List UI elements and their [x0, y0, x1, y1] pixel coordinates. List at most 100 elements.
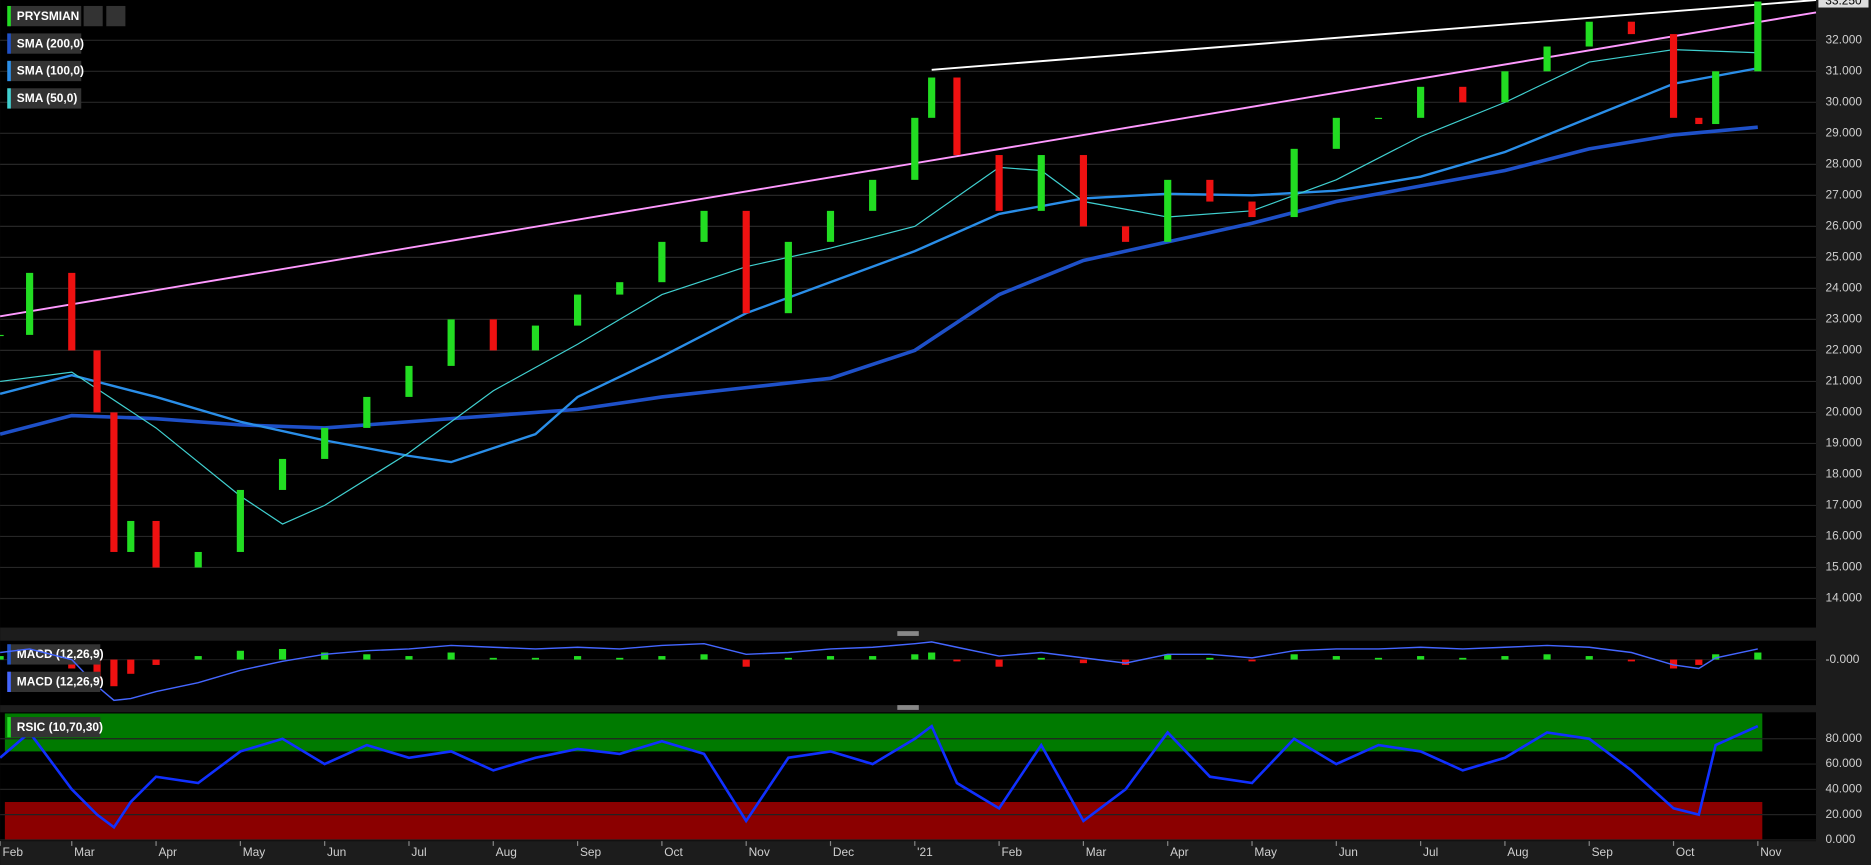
x-tick-label: Oct [664, 845, 683, 859]
candle [194, 551, 202, 568]
panel-resize-handle[interactable] [897, 631, 919, 636]
settings-button[interactable] [106, 5, 126, 27]
legend-label: MACD (12,26,9) [17, 675, 104, 689]
macd-histogram-bar [1459, 657, 1467, 660]
macd-histogram-bar [574, 656, 582, 660]
candle [574, 294, 582, 326]
macd-histogram-bar [1332, 656, 1340, 660]
macd-histogram-bar [911, 654, 919, 660]
candle [1712, 71, 1720, 125]
candle [616, 282, 624, 295]
legend-swatch [7, 717, 11, 738]
legend-box [7, 33, 82, 54]
x-tick-label: Feb [1001, 845, 1022, 859]
candle [236, 489, 244, 552]
macd-histogram-bar [1627, 659, 1635, 662]
y-tick-label: 29.000 [1826, 125, 1863, 139]
macd-histogram-bar [447, 652, 455, 660]
macd-histogram-bar [995, 659, 1003, 667]
rsi-zone [4, 802, 1763, 840]
legend-label: SMA (200,0) [17, 36, 84, 50]
x-tick-label: Apr [158, 845, 177, 859]
candle [531, 325, 540, 351]
candle [1290, 148, 1298, 218]
y-tick-label: 31.000 [1826, 63, 1863, 77]
x-tick-label: Oct [1676, 845, 1695, 859]
candle [658, 241, 666, 283]
macd-histogram-bar [1501, 656, 1509, 660]
candle [68, 272, 76, 351]
candle [110, 412, 118, 552]
macd-histogram-bar [1248, 659, 1256, 662]
legend-label: SMA (100,0) [17, 64, 84, 78]
legend-swatch [7, 33, 11, 54]
macd-histogram-bar [826, 656, 835, 660]
candle [321, 427, 329, 459]
y-tick-label: -0.000 [1826, 652, 1860, 666]
legend-label: RSIC (10,70,30) [17, 720, 103, 734]
candle [784, 241, 792, 314]
macd-histogram-bar [363, 654, 371, 660]
panel-resize-handle[interactable] [897, 705, 919, 710]
sma-line [0, 67, 1759, 464]
x-tick-label: Dec [833, 845, 854, 859]
legend-swatch [7, 5, 11, 27]
candle [869, 179, 877, 211]
macd-histogram-bar [127, 659, 135, 674]
macd-histogram-bar [700, 654, 708, 660]
y-tick-label: 28.000 [1826, 157, 1863, 171]
candle [1543, 46, 1551, 72]
legend-swatch [7, 60, 11, 82]
macd-histogram-bar [1417, 656, 1425, 660]
macd-histogram-bar [742, 659, 750, 667]
legend-swatch [7, 644, 11, 665]
legend-box [7, 671, 101, 692]
macd-panel [0, 640, 1817, 706]
candle [93, 350, 101, 413]
macd-histogram-bar [1754, 652, 1762, 660]
candle [278, 458, 287, 490]
candle [152, 520, 160, 568]
x-tick-label: Mar [1086, 845, 1107, 859]
x-tick-label: Apr [1170, 845, 1189, 859]
candle [489, 319, 497, 351]
macd-histogram-bar [1079, 659, 1087, 664]
x-tick-label: Jul [1423, 845, 1438, 859]
macd-histogram-bar [489, 657, 497, 660]
candle [1079, 155, 1087, 227]
macd-histogram-bar [1037, 657, 1045, 660]
x-tick-label: May [1254, 845, 1277, 859]
macd-histogram-bar [194, 656, 202, 660]
candle [1627, 21, 1635, 35]
y-tick-label: 27.000 [1826, 188, 1863, 202]
macd-histogram-bar [928, 652, 936, 660]
y-tick-label: 60.000 [1826, 756, 1863, 770]
candle [928, 77, 936, 118]
y-tick-label: 0.000 [1826, 832, 1856, 846]
y-tick-label: 30.000 [1826, 94, 1863, 108]
candle [700, 210, 708, 242]
macd-histogram-bar [531, 657, 540, 660]
y-tick-label: 20.000 [1826, 405, 1863, 419]
candle [1669, 34, 1678, 118]
macd-histogram-bar [1206, 657, 1214, 660]
macd-histogram-bar [953, 659, 961, 662]
macd-histogram-bar [236, 650, 244, 660]
x-tick-label: Sep [1592, 845, 1614, 859]
last-price-tag [1818, 0, 1869, 8]
y-tick-label: 80.000 [1826, 731, 1863, 745]
x-tick-label: Nov [1760, 845, 1781, 859]
refresh-button[interactable] [83, 5, 103, 27]
candle [1585, 21, 1593, 47]
x-tick-label: Nov [749, 845, 770, 859]
trendline [0, 11, 1817, 318]
macd-histogram-bar [658, 656, 666, 660]
y-tick-label: 15.000 [1826, 560, 1863, 574]
candle [447, 319, 455, 366]
candle [1459, 86, 1467, 103]
x-tick-label: Feb [2, 845, 23, 859]
candle [1501, 71, 1509, 103]
y-tick-label: 24.000 [1826, 281, 1863, 295]
y-tick-label: 19.000 [1826, 436, 1863, 450]
